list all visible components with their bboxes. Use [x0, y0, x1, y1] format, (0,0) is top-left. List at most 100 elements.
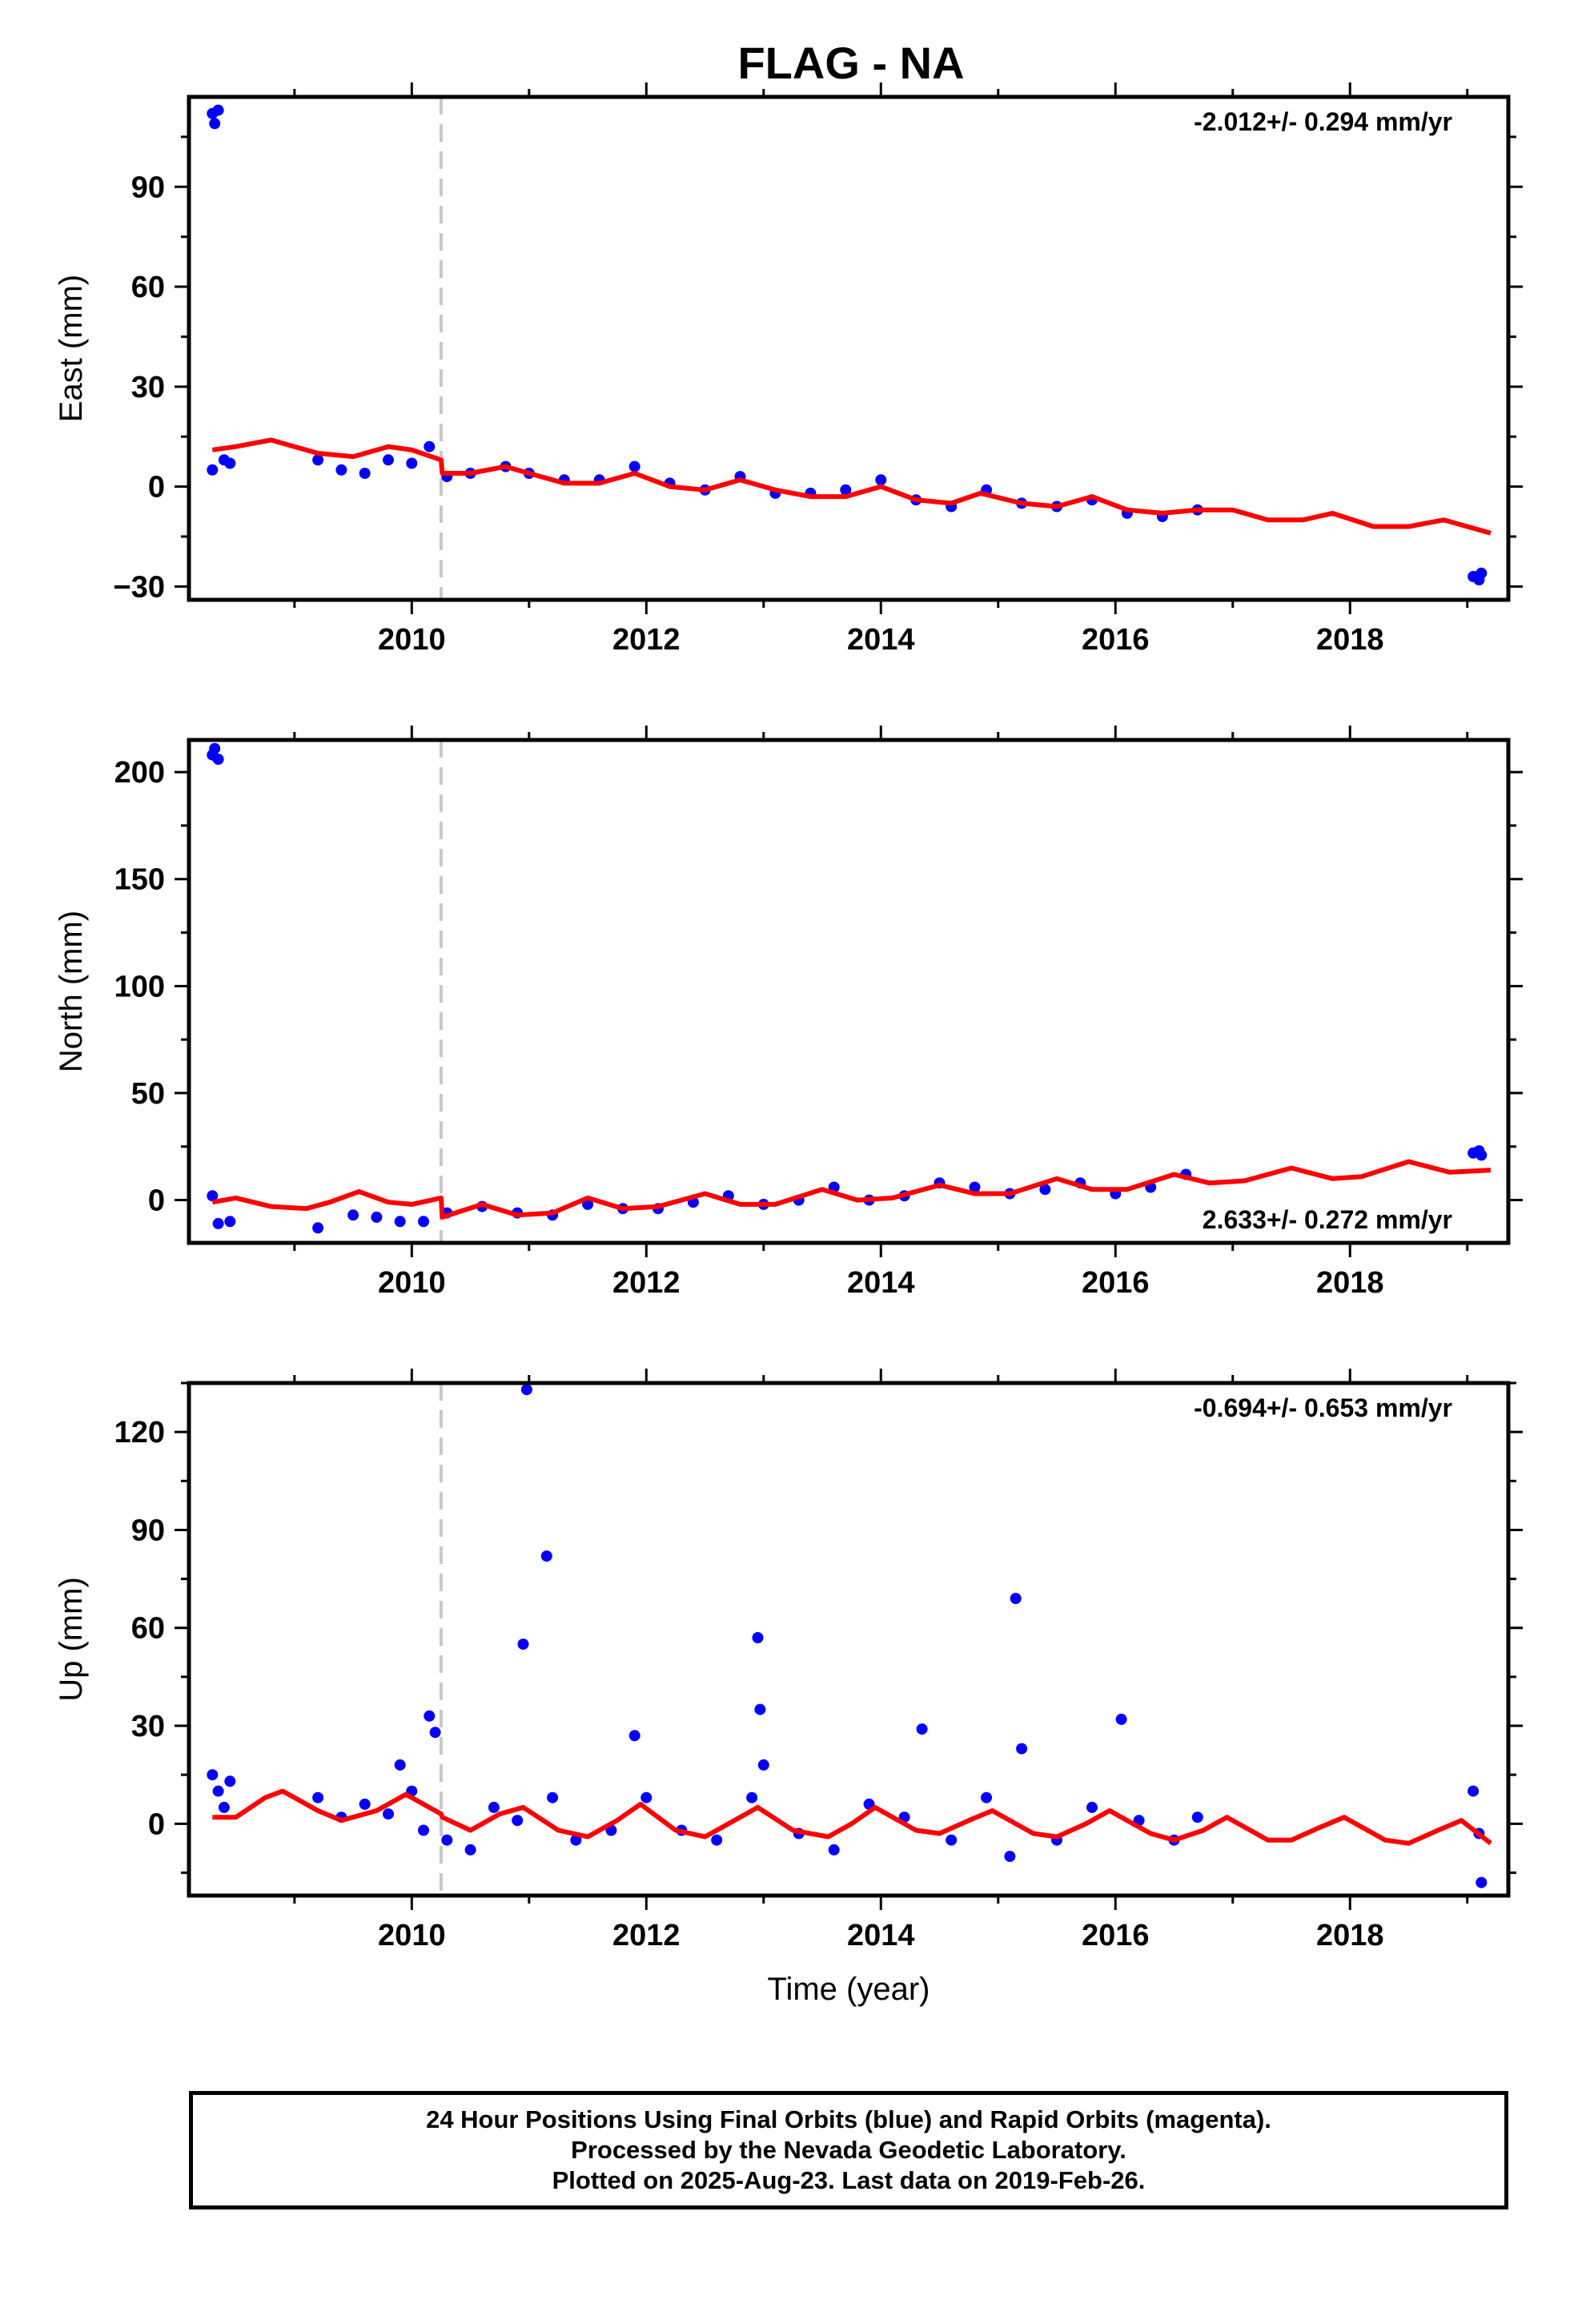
data-point — [1004, 1851, 1016, 1863]
data-point — [517, 1638, 529, 1651]
x-tick-label: 2018 — [1316, 1266, 1384, 1300]
x-tick-label: 2016 — [1082, 1266, 1150, 1300]
data-point — [628, 460, 640, 472]
y-axis-label: East (mm) — [54, 275, 89, 422]
footer-line-2: Processed by the Nevada Geodetic Laborat… — [571, 2136, 1126, 2164]
x-tick-label: 2014 — [847, 623, 915, 657]
footer-line-1: 24 Hour Positions Using Final Orbits (bl… — [426, 2105, 1271, 2133]
data-point — [209, 742, 221, 754]
x-tick-label: 2010 — [378, 1266, 446, 1300]
plot-frame — [187, 94, 1511, 602]
data-point — [547, 1791, 559, 1803]
data-point — [981, 1791, 993, 1803]
data-point — [224, 1216, 236, 1228]
y-tick-label: 0 — [148, 471, 165, 505]
x-tick-label: 2016 — [1082, 1919, 1150, 1952]
x-axis-label: Time (year) — [768, 1972, 930, 2007]
data-point — [312, 454, 324, 466]
data-point — [840, 484, 852, 496]
x-tick-label: 2012 — [612, 1919, 681, 1952]
data-point — [1115, 1713, 1127, 1725]
data-point — [312, 1222, 324, 1234]
data-point — [218, 1801, 230, 1813]
footer-line-3: Plotted on 2025-Aug-23. Last data on 201… — [552, 2166, 1146, 2194]
data-point — [406, 457, 418, 469]
footer-note: 24 Hour Positions Using Final Orbits (bl… — [189, 2091, 1508, 2209]
data-point — [540, 1550, 552, 1562]
data-point — [418, 1824, 429, 1836]
y-tick-label: 100 — [114, 970, 165, 1003]
data-point — [828, 1844, 840, 1856]
x-tick-label: 2018 — [1316, 1919, 1384, 1952]
panel-3: 2010 2012 2014 2016 2018 0 30 60 90 120 Up (mm) Tim… — [54, 1369, 1523, 2007]
x-tick-label: 2010 — [378, 1919, 446, 1952]
data-point — [757, 1759, 769, 1771]
y-axis-label: North (mm) — [54, 911, 89, 1072]
data-point — [1476, 567, 1488, 579]
data-point — [424, 1710, 436, 1722]
x-tick-label: 2014 — [847, 1266, 915, 1300]
data-point — [224, 457, 236, 469]
data-point — [394, 1759, 406, 1771]
data-point — [383, 1808, 394, 1820]
plot-frame — [187, 738, 1511, 1245]
data-point — [207, 1190, 219, 1202]
x-tick-label: 2014 — [847, 1919, 915, 1952]
data-point — [209, 118, 221, 130]
data-point — [441, 1834, 453, 1846]
y-tick-label: −30 — [114, 570, 165, 604]
y-axis-label: Up (mm) — [54, 1577, 89, 1702]
x-tick-label: 2010 — [378, 623, 446, 657]
data-point — [394, 1216, 406, 1228]
y-tick-label: 90 — [131, 171, 165, 204]
data-point — [488, 1801, 500, 1813]
panels-group: 2010 2012 2014 2016 2018 −30 0 30 60 90 East (mm) -… — [54, 82, 1523, 2007]
panel-1: 2010 2012 2014 2016 2018 −30 0 30 60 90 East (mm) -… — [54, 82, 1523, 657]
data-point — [335, 464, 347, 476]
data-series — [207, 1384, 1488, 1888]
data-point — [212, 104, 224, 116]
data-point — [1468, 1785, 1480, 1797]
data-point — [207, 1769, 219, 1781]
y-tick-label: 30 — [131, 1710, 165, 1743]
y-tick-label: 120 — [114, 1416, 165, 1449]
x-tick-label: 2018 — [1316, 623, 1384, 657]
velocity-label: -0.694+/- 0.653 mm/yr — [1194, 1393, 1452, 1422]
y-tick-label: 90 — [131, 1514, 165, 1547]
plot-frame — [187, 1381, 1511, 1898]
data-point — [359, 1798, 371, 1810]
data-point — [212, 1217, 224, 1229]
data-point — [383, 454, 394, 466]
data-point — [1191, 1811, 1203, 1823]
data-series — [207, 742, 1488, 1234]
velocity-label: 2.633+/- 0.272 mm/yr — [1203, 1205, 1452, 1234]
data-point — [1016, 1743, 1028, 1755]
data-point — [418, 1216, 429, 1228]
data-point — [207, 464, 219, 476]
data-point — [224, 1775, 236, 1787]
data-point — [359, 468, 371, 479]
y-tick-label: 60 — [131, 1612, 165, 1646]
velocity-label: -2.012+/- 0.294 mm/yr — [1194, 107, 1452, 136]
data-point — [1086, 1801, 1098, 1813]
y-tick-label: 60 — [131, 271, 165, 304]
data-point — [711, 1834, 723, 1846]
model-curve — [211, 1159, 1492, 1220]
data-point — [916, 1723, 928, 1735]
data-point — [371, 1211, 383, 1223]
data-point — [1476, 1149, 1488, 1161]
data-point — [312, 1791, 324, 1803]
data-point — [424, 440, 436, 452]
y-tick-label: 150 — [114, 863, 165, 897]
data-point — [1039, 1184, 1051, 1196]
y-tick-label: 50 — [131, 1077, 165, 1111]
y-tick-label: 30 — [131, 371, 165, 404]
model-curve — [212, 1788, 1492, 1846]
data-point — [746, 1791, 758, 1803]
data-point — [875, 474, 887, 486]
data-point — [212, 754, 224, 766]
data-point — [212, 1785, 224, 1797]
data-point — [347, 1209, 359, 1221]
x-tick-label: 2016 — [1082, 623, 1150, 657]
